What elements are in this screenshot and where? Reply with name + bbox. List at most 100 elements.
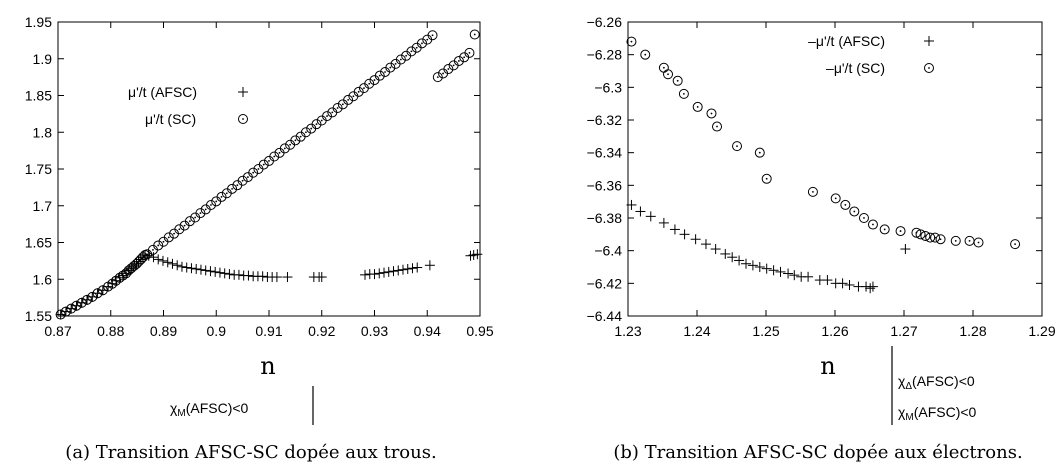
data-point-circle xyxy=(754,147,765,158)
panel-b: 1.23 1.24 1.25 1.26 1.27 1.28 1.29 −6.44 −6.42 −6… xyxy=(587,14,1056,463)
data-point-circle xyxy=(640,49,651,60)
data-point-circle xyxy=(973,237,984,248)
data-point-circle xyxy=(97,285,108,296)
data-point-circle xyxy=(858,213,869,223)
data-point-circle xyxy=(163,232,174,243)
x-tick-label: 1.24 xyxy=(683,323,710,339)
legend-marker-afsc-a xyxy=(238,87,248,97)
data-point-plus xyxy=(844,279,855,290)
data-point-circle xyxy=(469,29,480,40)
legend-marker-sc-b xyxy=(924,63,934,73)
caption-b: (b) Transition AFSC-SC dopée aux électro… xyxy=(613,442,1022,463)
data-point-circle xyxy=(626,36,637,47)
data-point-plus xyxy=(316,272,327,283)
data-point-plus xyxy=(803,271,814,282)
y-tick-label: −6.26 xyxy=(587,14,623,30)
legend-marker-sc-a xyxy=(238,114,248,124)
data-point-circle xyxy=(279,143,290,154)
x-tick-label: 0.87 xyxy=(44,323,71,339)
data-point-plus xyxy=(789,270,800,281)
y-tick-label: 1.75 xyxy=(25,161,52,177)
data-point-plus xyxy=(669,224,680,235)
data-point-circle xyxy=(205,200,216,211)
data-point-circle xyxy=(732,141,743,152)
x-tick-label: 1.28 xyxy=(959,323,986,339)
data-point-circle xyxy=(416,38,427,49)
data-point-circle xyxy=(920,230,931,241)
data-point-plus xyxy=(734,255,745,266)
data-point-circle xyxy=(395,54,406,65)
y-tick-label: −6.3 xyxy=(594,79,622,95)
annotation-text-b-2: χM(AFSC)<0 xyxy=(898,404,977,423)
data-point-circle xyxy=(269,151,280,162)
x-tick-label: 0.91 xyxy=(255,323,282,339)
data-point-circle xyxy=(76,297,87,308)
legend-label-sc-a: μ'/t (SC) xyxy=(145,111,196,127)
data-point-plus xyxy=(626,199,637,210)
data-point-plus xyxy=(690,234,701,245)
data-point-plus xyxy=(374,268,385,279)
data-point-circle xyxy=(443,64,454,75)
data-point-circle xyxy=(343,94,354,105)
data-point-plus xyxy=(162,257,173,268)
data-point-circle xyxy=(879,224,890,235)
x-tick-label: 1.25 xyxy=(752,323,779,339)
data-point-circle xyxy=(1010,239,1021,250)
data-point-circle xyxy=(935,234,946,245)
data-point-circle xyxy=(66,303,77,314)
series-sc xyxy=(626,36,1021,250)
data-point-circle xyxy=(248,167,259,178)
data-point-plus xyxy=(172,260,183,271)
data-point-plus xyxy=(424,260,435,271)
data-point-plus xyxy=(378,267,389,278)
y-tick-label: −6.44 xyxy=(587,308,623,324)
data-point-plus xyxy=(257,271,268,282)
data-point-circle xyxy=(692,101,703,112)
series-afsc xyxy=(55,249,483,320)
data-point-circle xyxy=(364,78,375,89)
data-point-plus xyxy=(210,266,221,277)
x-tick-label: 0.9 xyxy=(207,323,227,339)
data-point-plus xyxy=(402,263,413,274)
y-tick-label: −6.34 xyxy=(587,145,623,161)
data-point-plus xyxy=(271,272,282,283)
data-point-circle xyxy=(311,119,322,130)
data-point-circle xyxy=(82,294,93,305)
y-tick-label: −6.28 xyxy=(587,47,623,63)
data-point-circle xyxy=(385,62,396,73)
y-tick-label: 1.85 xyxy=(25,88,52,104)
data-point-plus xyxy=(383,266,394,277)
data-point-circle xyxy=(849,206,860,217)
x-tick-label: 0.92 xyxy=(308,323,335,339)
data-point-plus xyxy=(176,261,187,272)
data-point-circle xyxy=(237,175,248,186)
y-tick-label: −6.36 xyxy=(587,177,623,193)
data-point-plus xyxy=(837,278,848,289)
data-point-plus xyxy=(181,262,192,273)
data-point-plus xyxy=(369,269,380,280)
data-point-circle xyxy=(807,186,818,197)
data-point-plus xyxy=(157,255,168,266)
data-point-circle xyxy=(830,193,841,204)
data-point-plus xyxy=(710,244,721,255)
legend-label-afsc-b: –μ'/t (AFSC) xyxy=(808,33,885,49)
data-point-plus xyxy=(775,266,786,277)
series-afsc xyxy=(626,199,911,294)
data-point-plus xyxy=(635,206,646,217)
data-point-circle xyxy=(87,291,98,302)
data-point-circle xyxy=(761,173,772,184)
data-point-plus xyxy=(822,275,833,286)
data-point-plus xyxy=(360,269,371,280)
data-point-plus xyxy=(233,269,244,280)
data-point-circle xyxy=(706,108,717,119)
data-point-circle xyxy=(658,62,669,73)
ticks-b: 1.23 1.24 1.25 1.26 1.27 1.28 1.29 −6.44 −6.42 −6… xyxy=(587,14,1056,339)
data-point-circle xyxy=(332,102,343,113)
x-tick-label: 0.89 xyxy=(150,323,177,339)
y-tick-label: −6.42 xyxy=(587,275,623,291)
data-point-plus xyxy=(205,266,216,277)
data-point-circle xyxy=(432,72,443,83)
data-point-plus xyxy=(186,263,197,274)
x-tick-label: 0.88 xyxy=(97,323,124,339)
ticks-a: 0.87 0.88 0.89 0.9 0.91 0.92 0.93 0.94 0.95 1.55 1… xyxy=(25,14,494,339)
